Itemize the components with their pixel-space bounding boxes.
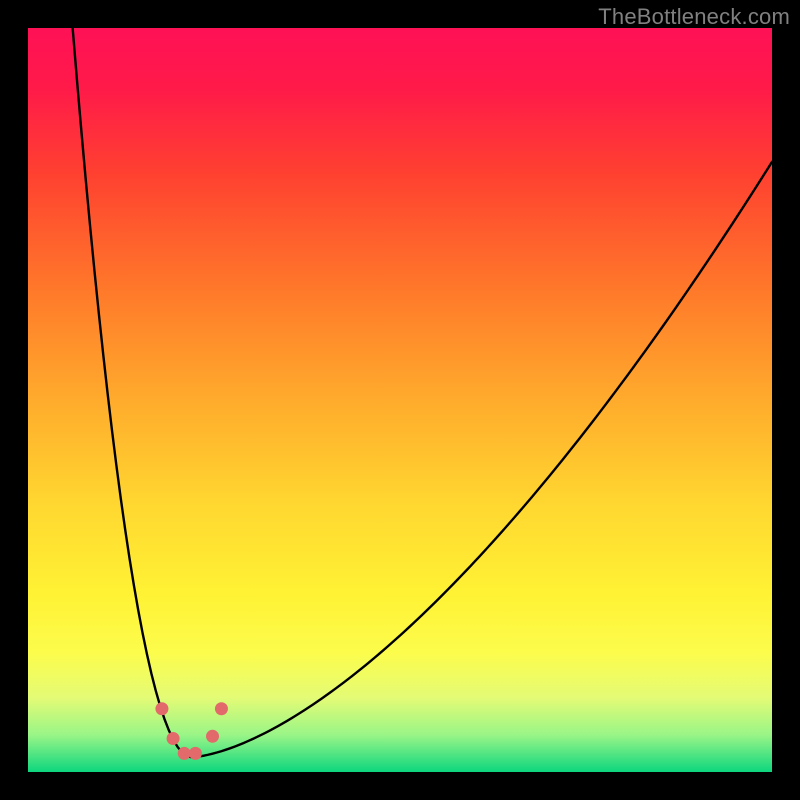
bottleneck-curve-chart: [28, 28, 772, 772]
curve-marker: [206, 730, 219, 743]
curve-marker: [189, 747, 202, 760]
chart-frame: { "watermark": "TheBottleneck.com", "cha…: [0, 0, 800, 800]
watermark-label: TheBottleneck.com: [598, 4, 790, 30]
gradient-background: [28, 28, 772, 772]
curve-marker: [215, 702, 228, 715]
curve-marker: [167, 732, 180, 745]
curve-marker: [178, 747, 191, 760]
curve-marker: [155, 702, 168, 715]
